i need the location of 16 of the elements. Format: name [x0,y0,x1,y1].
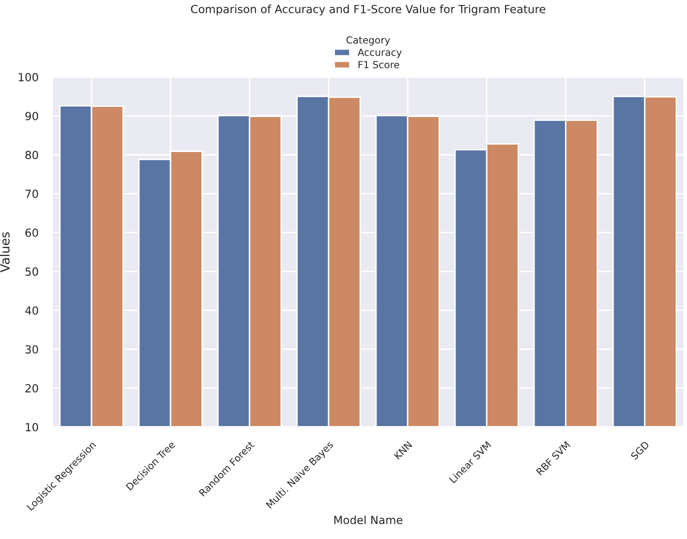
y-tick-label: 50 [26,267,38,276]
x-axis-title: Model Name [334,516,402,524]
y-axis-title: Values [0,232,10,272]
legend-label: Accuracy [358,48,402,58]
y-tick-label: 100 [18,72,38,82]
y-tick-label: 10 [26,422,38,432]
y-tick-label: 60 [25,228,38,237]
y-tick-label: 30 [26,345,38,354]
legend-label: F1 Score [358,60,400,68]
y-tick-label: 70 [26,190,38,198]
y-tick-label: 80 [25,150,38,160]
y-tick-label: 20 [25,384,38,392]
y-tick-label: 40 [25,306,38,315]
chart-title: Comparison of Accuracy and F1-Score Value for Trigram Feature [190,4,546,16]
y-tick-label: 90 [25,112,38,120]
legend-title: Category [346,36,390,46]
